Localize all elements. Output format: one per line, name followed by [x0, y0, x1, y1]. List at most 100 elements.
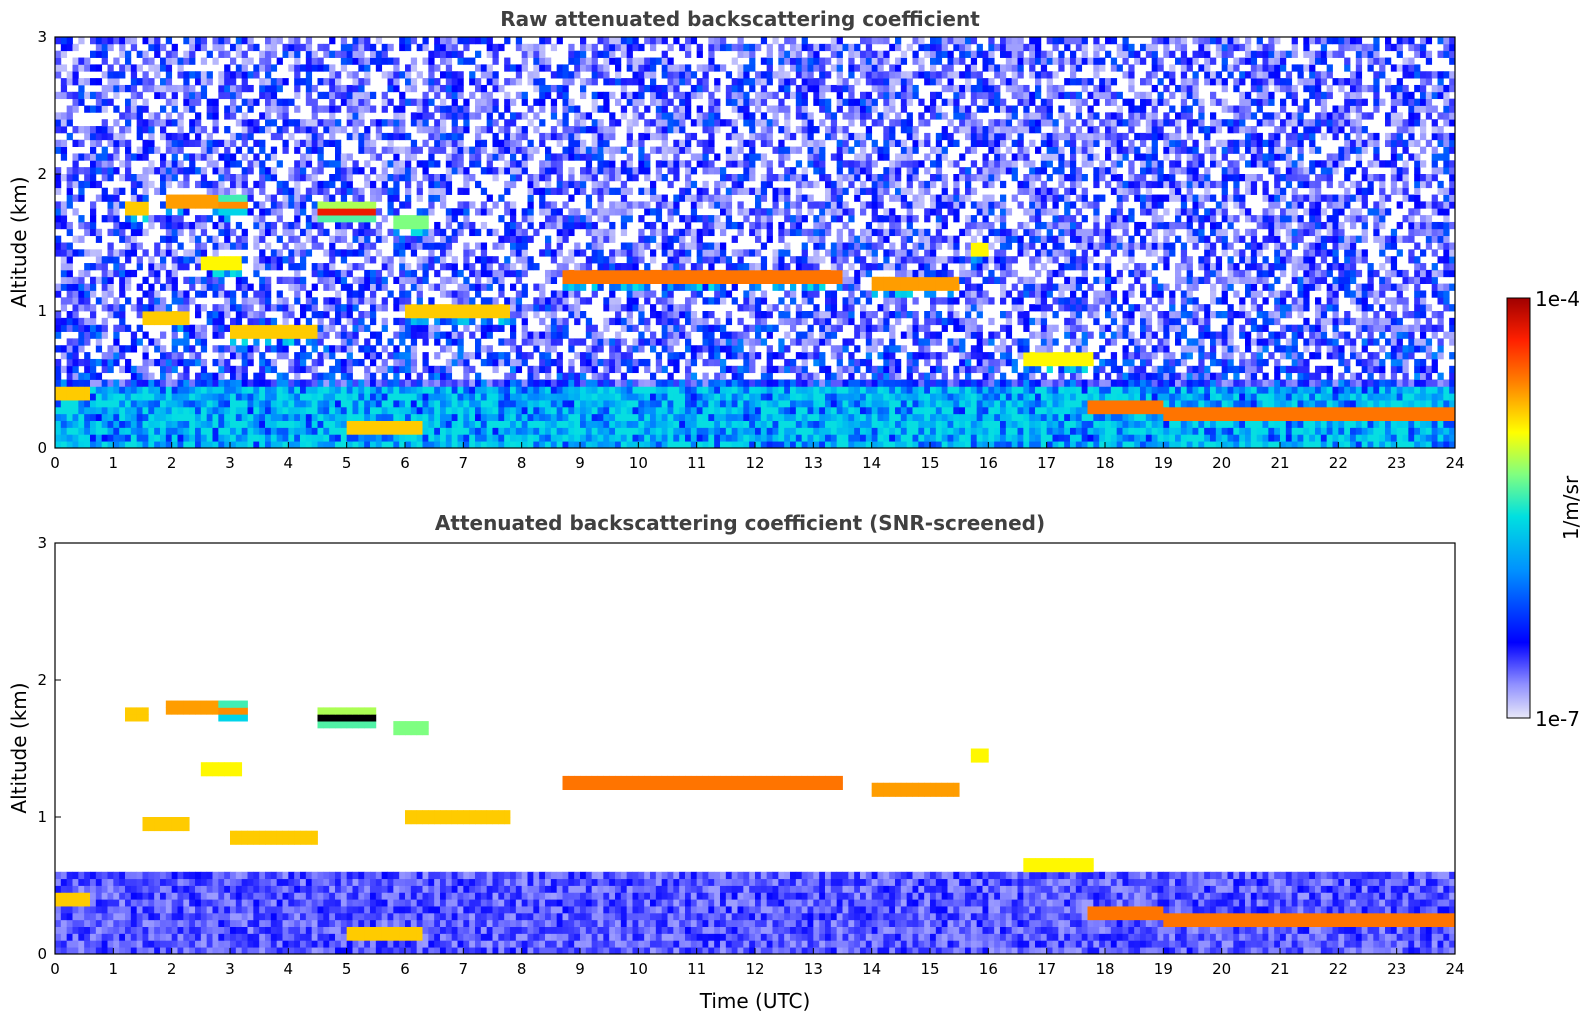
heatmap-cell	[516, 427, 522, 434]
heatmap-cell	[370, 380, 376, 387]
heatmap-cell	[353, 380, 359, 387]
heatmap-cell	[108, 386, 114, 393]
heatmap-cell	[411, 407, 417, 414]
heatmap-cell	[761, 427, 767, 434]
heatmap-cell	[253, 386, 259, 393]
heatmap-cell	[843, 345, 849, 352]
heatmap-cell	[1064, 284, 1070, 291]
heatmap-cell	[802, 311, 808, 318]
heatmap-cell	[1029, 318, 1035, 325]
heatmap-cell	[487, 407, 493, 414]
heatmap-cell	[860, 407, 866, 414]
heatmap-cell	[889, 332, 895, 339]
heatmap-cell	[778, 345, 784, 352]
heatmap-cell	[1140, 318, 1146, 325]
heatmap-cell	[971, 407, 977, 414]
heatmap-cell	[732, 270, 738, 277]
heatmap-cell	[288, 400, 294, 407]
heatmap-cell	[1292, 434, 1298, 441]
heatmap-cell	[889, 380, 895, 387]
heatmap-cell	[685, 421, 691, 428]
heatmap-cell	[924, 386, 930, 393]
heatmap-cell	[201, 277, 207, 284]
heatmap-cell	[148, 434, 154, 441]
heatmap-cell	[172, 441, 178, 448]
heatmap-cell	[498, 441, 504, 448]
heatmap-cell	[84, 318, 90, 325]
heatmap-cell	[983, 393, 989, 400]
heatmap-cell	[860, 311, 866, 318]
heatmap-cell	[1029, 290, 1035, 297]
heatmap-cell	[714, 441, 720, 448]
heatmap-cell	[563, 304, 569, 311]
heatmap-cell	[1088, 441, 1094, 448]
heatmap-cell	[1379, 441, 1385, 448]
heatmap-cell	[1082, 338, 1088, 345]
heatmap-cell	[224, 311, 230, 318]
heatmap-cell	[1321, 421, 1327, 428]
heatmap-cell	[1257, 421, 1263, 428]
heatmap-cell	[1292, 386, 1298, 393]
heatmap-cell	[440, 427, 446, 434]
heatmap-cell	[253, 318, 259, 325]
heatmap-cell	[837, 325, 843, 332]
heatmap-cell	[102, 414, 108, 421]
heatmap-cell	[738, 338, 744, 345]
heatmap-cell	[1187, 270, 1193, 277]
heatmap-cell	[802, 441, 808, 448]
heatmap-cell	[201, 441, 207, 448]
heatmap-cell	[668, 304, 674, 311]
heatmap-cell	[1146, 311, 1152, 318]
heatmap-cell	[1432, 311, 1438, 318]
heatmap-cell	[1117, 366, 1123, 373]
heatmap-cell	[393, 345, 399, 352]
heatmap-cell	[557, 373, 563, 380]
heatmap-cell	[90, 380, 96, 387]
heatmap-cell	[1187, 277, 1193, 284]
heatmap-cell	[1228, 311, 1234, 318]
heatmap-cell	[423, 386, 429, 393]
heatmap-cell	[119, 304, 125, 311]
heatmap-cell	[633, 284, 639, 291]
heatmap-cell	[953, 338, 959, 345]
heatmap-cell	[469, 414, 475, 421]
heatmap-cell	[656, 421, 662, 428]
heatmap-cell	[930, 400, 936, 407]
heatmap-cell	[638, 345, 644, 352]
heatmap-cell	[872, 373, 878, 380]
heatmap-cell	[189, 407, 195, 414]
heatmap-cell	[872, 290, 878, 297]
heatmap-cell	[878, 352, 884, 359]
heatmap-cell	[382, 325, 388, 332]
heatmap-cell	[1169, 318, 1175, 325]
heatmap-cell	[195, 332, 201, 339]
heatmap-cell	[487, 441, 493, 448]
heatmap-cell	[644, 386, 650, 393]
heatmap-cell	[545, 393, 551, 400]
heatmap-cell	[1414, 400, 1420, 407]
heatmap-cell	[1041, 290, 1047, 297]
heatmap-cell	[61, 434, 67, 441]
heatmap-cell	[458, 434, 464, 441]
heatmap-cell	[487, 332, 493, 339]
heatmap-cell	[55, 441, 61, 448]
heatmap-cell	[318, 338, 324, 345]
heatmap-cell	[633, 325, 639, 332]
heatmap-cell	[108, 434, 114, 441]
heatmap-cell	[918, 352, 924, 359]
heatmap-cell	[434, 318, 440, 325]
heatmap-cell	[90, 325, 96, 332]
heatmap-cell	[90, 277, 96, 284]
heatmap-cell	[195, 352, 201, 359]
heatmap-cell	[172, 407, 178, 414]
heatmap-cell	[656, 393, 662, 400]
heatmap-cell	[1099, 414, 1105, 421]
heatmap-cell	[259, 434, 265, 441]
heatmap-cell	[825, 297, 831, 304]
heatmap-cell	[516, 311, 522, 318]
heatmap-cell	[1379, 373, 1385, 380]
heatmap-cell	[720, 421, 726, 428]
heatmap-cell	[1018, 380, 1024, 387]
heatmap-cell	[300, 407, 306, 414]
heatmap-cell	[294, 297, 300, 304]
